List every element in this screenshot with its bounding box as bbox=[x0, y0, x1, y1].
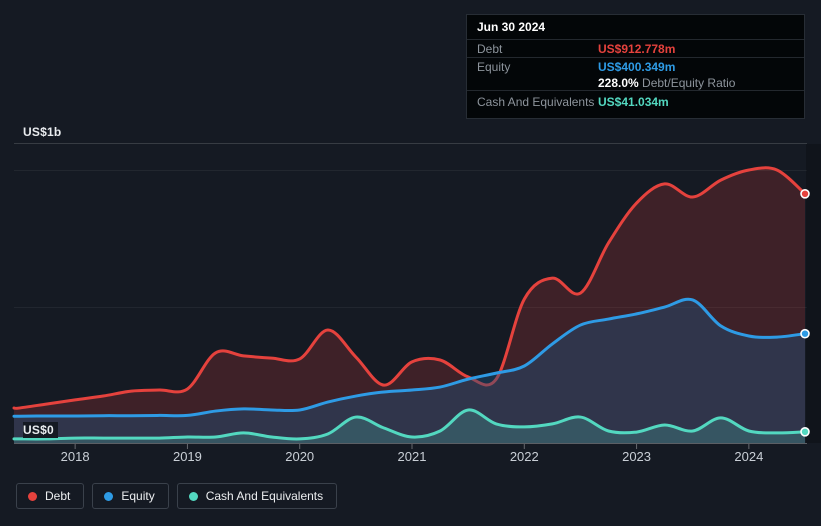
tooltip-ratio-label: Debt/Equity Ratio bbox=[642, 75, 736, 90]
legend-label-cash-and-equivalents: Cash And Equivalents bbox=[205, 489, 324, 503]
tooltip-ratio-value: 228.0% bbox=[598, 75, 639, 90]
y-axis-label-zero: US$0 bbox=[23, 422, 58, 438]
tooltip: Jun 30 2024 Debt US$912.778m Equity US$4… bbox=[466, 14, 805, 119]
equity-endpoint-marker bbox=[800, 328, 810, 339]
debt-area bbox=[14, 167, 805, 443]
y-axis-label-max: US$1b bbox=[23, 124, 66, 140]
legend-item-cash-and-equivalents[interactable]: Cash And Equivalents bbox=[176, 483, 338, 509]
cash-and-equivalents-endpoint-marker bbox=[800, 426, 810, 437]
cash-and-equivalents-legend-dot-icon bbox=[188, 491, 198, 501]
equity-line bbox=[12, 297, 807, 418]
tooltip-row-ratio: 228.0% Debt/Equity Ratio bbox=[467, 75, 804, 91]
debt-endpoint-marker bbox=[800, 189, 810, 199]
legend-label-debt: Debt bbox=[45, 489, 71, 503]
tooltip-debt-value: US$912.778m bbox=[598, 41, 676, 56]
tooltip-cash-value: US$41.034m bbox=[598, 95, 669, 109]
x-axis-label-2024: 2024 bbox=[734, 449, 764, 464]
x-axis-label-2019: 2019 bbox=[172, 449, 202, 464]
x-axis-label-2020: 2020 bbox=[285, 449, 315, 464]
debt-legend-dot-icon bbox=[28, 491, 37, 501]
out-of-range-shade bbox=[806, 144, 821, 443]
debt-line bbox=[12, 166, 807, 410]
tooltip-row-cash: Cash And Equivalents US$41.034m bbox=[467, 91, 804, 113]
x-axis-label-2018: 2018 bbox=[60, 449, 90, 464]
tooltip-row-debt: Debt US$912.778m bbox=[467, 40, 804, 58]
tooltip-ratio: 228.0% Debt/Equity Ratio bbox=[598, 76, 735, 90]
tooltip-row-equity: Equity US$400.349m bbox=[467, 58, 804, 75]
equity-area bbox=[14, 299, 805, 443]
x-axis-label-2023: 2023 bbox=[622, 449, 652, 464]
cash-and-equivalents-area bbox=[14, 409, 805, 443]
x-axis-label-2022: 2022 bbox=[509, 449, 539, 464]
tooltip-cash-label: Cash And Equivalents bbox=[477, 95, 595, 109]
tooltip-equity-label: Equity bbox=[477, 59, 511, 74]
legend: Debt Equity Cash And Equivalents bbox=[16, 483, 338, 509]
legend-item-debt[interactable]: Debt bbox=[16, 483, 85, 509]
tooltip-date: Jun 30 2024 bbox=[467, 15, 804, 40]
tooltip-equity-value: US$400.349m bbox=[598, 59, 676, 74]
tooltip-debt-label: Debt bbox=[477, 41, 503, 56]
x-axis-label-2021: 2021 bbox=[397, 449, 427, 464]
equity-legend-dot-icon bbox=[104, 491, 114, 501]
legend-item-equity[interactable]: Equity bbox=[92, 483, 169, 509]
cash-and-equivalents-line bbox=[12, 408, 807, 441]
legend-label-equity: Equity bbox=[121, 489, 155, 503]
